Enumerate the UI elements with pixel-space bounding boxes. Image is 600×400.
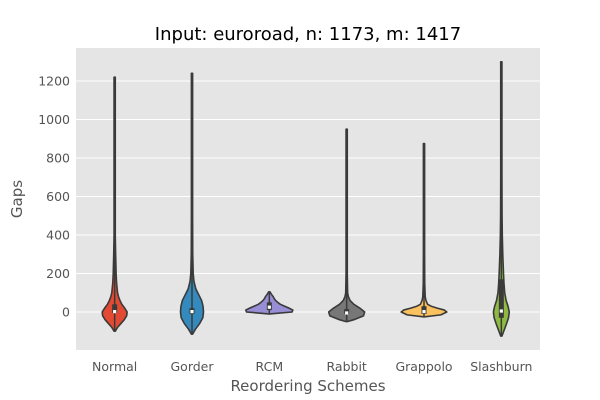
x-tick-label: Normal	[92, 359, 137, 374]
median-marker-gorder	[190, 310, 194, 314]
y-tick-label: 0	[62, 305, 70, 320]
y-tick-label: 400	[46, 228, 70, 243]
y-tick-label: 1000	[38, 112, 70, 127]
median-marker-normal	[113, 310, 117, 314]
y-axis-label: Gaps	[8, 180, 26, 218]
median-marker-grappolo	[422, 310, 426, 314]
x-tick-label: RCM	[256, 359, 284, 374]
y-tick-label: 800	[46, 151, 70, 166]
y-tick-labels: 0 200 400 600 800 1000 1200	[38, 74, 70, 320]
x-tick-label: Rabbit	[327, 359, 367, 374]
chart-title: Input: euroroad, n: 1173, m: 1417	[155, 24, 461, 45]
gridlines	[76, 80, 540, 313]
x-tick-label: Grappolo	[395, 359, 452, 374]
iqr-box-normal	[112, 304, 118, 313]
x-axis-label: Reordering Schemes	[230, 377, 385, 395]
x-tick-label: Slashburn	[470, 359, 532, 374]
x-tick-label: Gorder	[170, 359, 214, 374]
violins	[101, 60, 511, 337]
y-tick-label: 200	[46, 266, 70, 281]
y-tick-label: 1200	[38, 74, 70, 89]
median-marker-rabbit	[345, 311, 349, 315]
x-tick-labels: Normal Gorder RCM Rabbit Grappolo Slashburn	[92, 359, 532, 374]
plot-background	[76, 48, 540, 350]
iqr-box-slashburn	[498, 279, 504, 318]
median-marker-rcm	[267, 305, 271, 309]
median-marker-slashburn	[499, 309, 503, 313]
y-tick-label: 600	[46, 189, 70, 204]
